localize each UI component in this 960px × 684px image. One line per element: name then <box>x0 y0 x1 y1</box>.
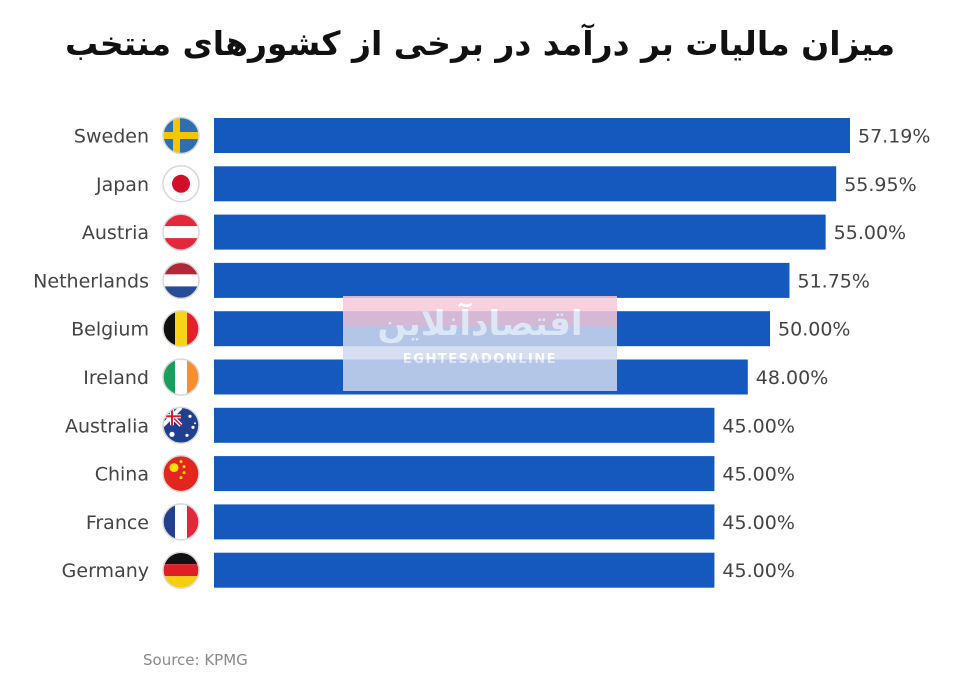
bar-austria <box>214 214 826 250</box>
bar-japan <box>214 166 837 202</box>
value-label-australia: 45.00% <box>722 415 794 437</box>
value-label-sweden: 57.19% <box>858 126 930 148</box>
value-label-germany: 45.00% <box>722 560 794 582</box>
australia-flag-icon <box>162 406 200 445</box>
value-label-netherlands: 51.75% <box>798 270 870 292</box>
belgium-flag-icon <box>162 309 200 348</box>
sweden-flag-icon <box>162 116 200 155</box>
category-label-france: France <box>86 512 149 534</box>
category-label-ireland: Ireland <box>83 367 149 389</box>
watermark-logo-text: اقتصادآنلاین <box>377 304 583 344</box>
value-label-france: 45.00% <box>722 512 794 534</box>
bar-china <box>214 456 715 492</box>
value-label-japan: 55.95% <box>844 174 916 196</box>
category-label-austria: Austria <box>82 222 149 244</box>
ireland-flag-icon <box>162 358 200 396</box>
category-label-belgium: Belgium <box>71 319 149 341</box>
category-label-japan: Japan <box>95 174 149 196</box>
watermark-logo: اقتصادآنلاین EGHTESADONLINE <box>343 296 617 391</box>
value-label-belgium: 50.00% <box>778 319 850 341</box>
japan-flag-icon <box>162 165 200 203</box>
value-label-austria: 55.00% <box>834 222 906 244</box>
source-note: Source: KPMG <box>143 651 248 669</box>
value-label-ireland: 48.00% <box>756 367 828 389</box>
value-label-china: 45.00% <box>722 464 794 486</box>
category-label-sweden: Sweden <box>74 126 149 148</box>
category-label-australia: Australia <box>65 415 149 437</box>
austria-flag-icon <box>162 213 200 251</box>
france-flag-icon <box>162 503 200 541</box>
bar-sweden <box>214 118 850 153</box>
category-label-netherlands: Netherlands <box>33 270 149 292</box>
bar-netherlands <box>214 262 790 298</box>
bar-france <box>214 504 715 540</box>
category-label-china: China <box>95 464 149 486</box>
bar-germany <box>214 552 715 588</box>
category-label-germany: Germany <box>62 560 149 582</box>
netherlands-flag-icon <box>162 261 200 300</box>
bar-australia <box>214 407 715 443</box>
china-flag-icon <box>162 454 200 493</box>
chart-title: میزان مالیات بر درآمد در برخی از کشورهای… <box>64 24 896 63</box>
watermark-subtext: EGHTESADONLINE <box>402 352 558 367</box>
germany-flag-icon <box>162 551 200 589</box>
